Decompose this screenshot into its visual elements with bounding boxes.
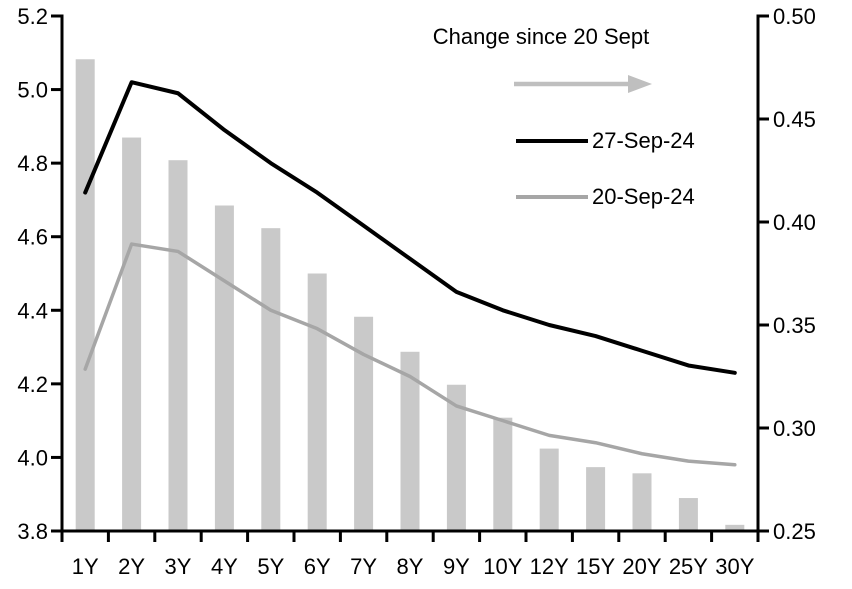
bar-change-4Y: [214, 205, 234, 531]
bar-change-1Y: [75, 59, 95, 531]
left-axis-tick-label: 4.6: [17, 225, 48, 250]
x-axis-category-label: 7Y: [350, 554, 377, 579]
bar-change-20Y: [632, 473, 652, 531]
x-axis-category-label: 20Y: [622, 554, 661, 579]
legend-label-20-sep: 20-Sep-24: [592, 184, 695, 209]
bar-change-9Y: [446, 384, 466, 531]
right-axis-tick-label: 0.40: [773, 210, 816, 235]
legend-title: Change since 20 Sept: [432, 24, 650, 49]
right-axis-tick-label: 0.25: [773, 519, 816, 544]
left-axis-tick-label: 4.4: [17, 298, 48, 323]
bar-change-8Y: [400, 351, 420, 531]
bar-change-12Y: [539, 448, 559, 531]
x-axis-category-label: 12Y: [530, 554, 569, 579]
line-20-sep-24: [83, 242, 737, 467]
left-axis-tick-label: 4.0: [17, 445, 48, 470]
x-axis-category-label: 5Y: [257, 554, 284, 579]
x-axis-category-label: 25Y: [669, 554, 708, 579]
left-axis-tick-label: 4.2: [17, 372, 48, 397]
line-27-sep-24: [83, 80, 737, 375]
right-axis-tick-label: 0.35: [773, 313, 816, 338]
right-axis-tick-label: 0.50: [773, 4, 816, 29]
x-axis-category-label: 10Y: [483, 554, 522, 579]
x-axis-category-label: 15Y: [576, 554, 615, 579]
bar-change-3Y: [168, 160, 188, 531]
x-axis-category-label: 9Y: [443, 554, 470, 579]
x-axis-category-label: 1Y: [72, 554, 99, 579]
bar-change-10Y: [493, 417, 513, 531]
x-axis-category-label: 8Y: [397, 554, 424, 579]
bar-change-15Y: [586, 467, 606, 531]
left-axis-tick-label: 5.0: [17, 78, 48, 103]
change-arrow-head-icon: [628, 75, 652, 93]
x-axis-category-label: 3Y: [165, 554, 192, 579]
bar-change-6Y: [307, 273, 327, 531]
bar-change-30Y: [725, 524, 745, 531]
bar-change-25Y: [678, 498, 698, 531]
legend-label-27-sep: 27-Sep-24: [592, 128, 695, 153]
x-axis-category-label: 2Y: [118, 554, 145, 579]
right-axis-tick-label: 0.45: [773, 107, 816, 132]
bar-change-7Y: [354, 316, 374, 531]
bar-change-2Y: [122, 137, 142, 532]
left-axis-tick-label: 5.2: [17, 4, 48, 29]
x-axis-category-label: 30Y: [715, 554, 754, 579]
bar-change-5Y: [261, 228, 281, 531]
x-axis-category-label: 6Y: [304, 554, 331, 579]
x-axis-category-label: 4Y: [211, 554, 238, 579]
right-axis-tick-label: 0.30: [773, 416, 816, 441]
left-axis-tick-label: 4.8: [17, 151, 48, 176]
left-axis-tick-label: 3.8: [17, 519, 48, 544]
